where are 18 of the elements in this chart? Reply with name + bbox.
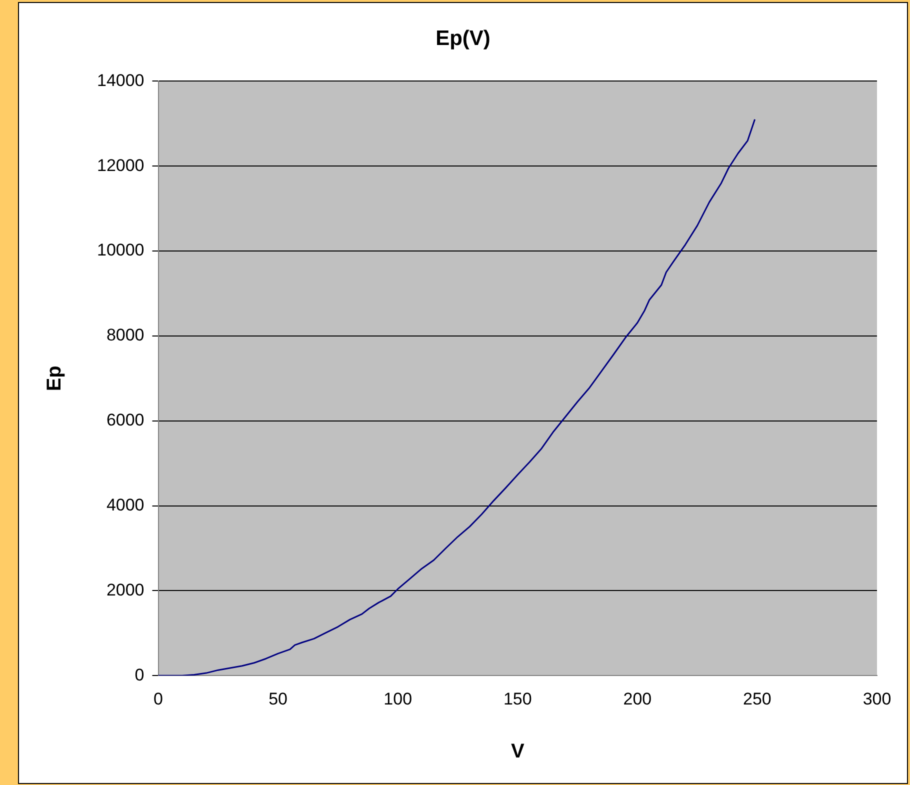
x-axis-title: V [510, 740, 525, 763]
x-tick-label: 0 [154, 689, 164, 708]
x-tick-label: 200 [623, 689, 652, 708]
x-tick-label: 100 [384, 689, 412, 708]
chart-title: Ep(V) [434, 27, 492, 51]
y-tick-label: 10000 [96, 240, 144, 260]
y-tick-label: 8000 [106, 326, 144, 345]
y-tick-label: 12000 [96, 156, 144, 175]
y-tick-label: 2000 [106, 580, 144, 600]
x-tick-label: 300 [862, 689, 892, 708]
y-tick-label: 0 [134, 665, 144, 684]
y-tick-label: 6000 [106, 410, 144, 430]
x-tick-label: 150 [503, 689, 532, 708]
y-tick-label: 14000 [96, 70, 144, 90]
x-tick-label: 50 [268, 689, 288, 708]
y-axis-title: Ep [44, 366, 66, 392]
x-tick-label: 250 [743, 689, 772, 708]
y-tick-label: 4000 [106, 495, 144, 514]
